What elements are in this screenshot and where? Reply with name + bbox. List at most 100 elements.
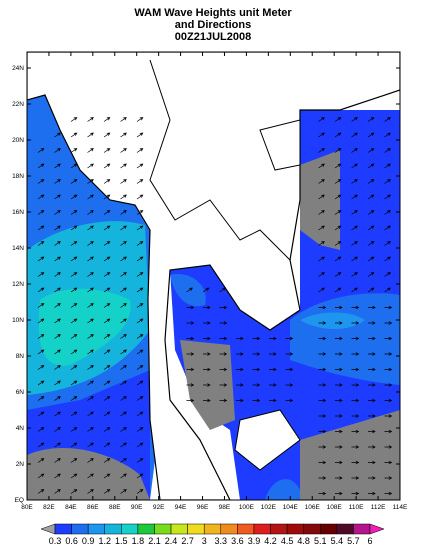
colorbar-cell — [353, 523, 371, 535]
arrow — [136, 163, 144, 169]
arrow — [368, 445, 376, 449]
arrow — [103, 132, 111, 138]
arrow — [54, 194, 61, 200]
arrow — [37, 194, 45, 200]
lat-label: 14N — [12, 245, 24, 252]
arrow — [87, 334, 94, 339]
lon-label: 112E — [371, 504, 386, 511]
arrow — [120, 241, 127, 246]
arrow — [318, 321, 327, 325]
arrow — [54, 241, 61, 246]
colorbar-label: 0.3 — [49, 536, 62, 546]
arrow — [70, 334, 78, 339]
arrow — [368, 414, 376, 418]
arrow — [120, 287, 127, 293]
arrow — [103, 148, 111, 153]
colorbar-label: 5.1 — [314, 536, 327, 546]
arrow — [219, 321, 228, 325]
colorbar-cell — [121, 523, 139, 535]
arrow — [368, 352, 376, 356]
colorbar-triangle — [40, 523, 56, 535]
arrow — [136, 241, 144, 246]
arrow — [318, 305, 327, 310]
arrow — [37, 303, 45, 308]
arrow — [335, 352, 343, 356]
calm-region — [300, 150, 340, 250]
arrow — [384, 225, 391, 231]
arrow — [136, 334, 144, 339]
arrow — [318, 336, 327, 341]
arrow — [70, 489, 78, 494]
arrow — [37, 241, 45, 246]
arrow — [384, 272, 391, 277]
lat-label: EQ — [15, 497, 24, 504]
arrow — [351, 367, 360, 372]
arrow — [318, 445, 327, 449]
arrow — [70, 256, 78, 262]
arrow — [87, 179, 94, 184]
colorbar-cell — [253, 523, 271, 535]
arrow — [87, 380, 94, 386]
arrow — [334, 194, 342, 200]
arrow — [368, 476, 376, 480]
arrow — [367, 148, 375, 153]
arrow — [367, 194, 375, 200]
arrow — [351, 491, 360, 496]
arrow — [186, 398, 195, 403]
arrow — [367, 225, 375, 231]
arrow — [87, 396, 94, 401]
colorbar-cell — [54, 523, 72, 535]
lon-label: 82E — [43, 504, 55, 511]
arrow — [384, 241, 391, 246]
arrow — [203, 336, 211, 341]
arrow — [54, 380, 61, 386]
arrow — [334, 148, 342, 153]
arrow — [384, 460, 393, 465]
arrow — [318, 367, 327, 372]
arrow — [384, 287, 391, 293]
colorbar-cell — [137, 523, 155, 535]
arrow — [384, 321, 393, 325]
arrow — [136, 179, 144, 184]
arrow — [136, 489, 144, 494]
arrow — [367, 179, 375, 184]
arrow — [351, 352, 360, 356]
lon-label: 92E — [153, 504, 165, 511]
arrow — [285, 367, 294, 372]
arrow — [37, 458, 45, 463]
arrow — [87, 225, 94, 231]
lon-label: 102E — [261, 504, 277, 511]
arrow — [37, 256, 45, 262]
colorbar-label: 1.8 — [132, 536, 145, 546]
arrow — [103, 287, 111, 293]
arrow — [136, 442, 144, 448]
arrow — [37, 427, 45, 432]
arrow — [54, 489, 61, 494]
arrow — [103, 427, 111, 432]
arrow — [334, 117, 342, 122]
lon-label: 104E — [283, 504, 299, 511]
arrow — [318, 352, 327, 356]
arrow — [368, 383, 376, 387]
arrow — [368, 491, 376, 496]
arrow — [351, 132, 358, 138]
arrow — [318, 179, 325, 184]
arrow — [103, 334, 111, 339]
arrow — [87, 411, 94, 417]
direction-arrows — [37, 117, 393, 496]
arrow — [203, 321, 211, 325]
arrow — [87, 427, 94, 432]
arrow — [384, 414, 393, 418]
arrow — [252, 398, 261, 403]
arrow — [318, 132, 325, 138]
arrow — [87, 318, 94, 324]
arrow — [335, 414, 343, 418]
arrow — [203, 367, 211, 372]
arrow — [351, 272, 358, 277]
arrow — [37, 318, 45, 324]
arrow — [186, 352, 195, 356]
colorbar-cell — [170, 523, 188, 535]
arrow — [186, 305, 195, 310]
colorbar-cell — [220, 523, 238, 535]
